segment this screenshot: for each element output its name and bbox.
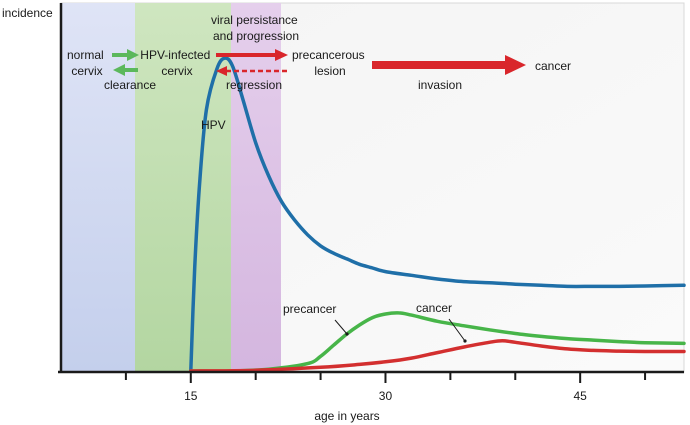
x-tick-label-15: 15 [184, 389, 198, 403]
x-axis-label: age in years [314, 409, 379, 423]
label-clearance: clearance [104, 78, 156, 92]
label-precancerous-lesion: precancerous lesion [292, 48, 368, 78]
label-precancerous-lesion-line2: lesion [314, 64, 345, 78]
y-axis-label: incidence [2, 6, 53, 20]
arrow-viral-persistence-red [216, 49, 288, 61]
label-cancer-curve: cancer [416, 301, 452, 315]
label-hpv-infected-cervix-line1: HPV-infected [140, 48, 210, 62]
x-axis-ticks: 15 30 45 [124, 372, 647, 403]
label-cancer-stage: cancer [535, 59, 571, 73]
leader-precancer [334, 319, 348, 335]
band-hpv-infected-cervix [135, 3, 231, 372]
x-tick-label-45: 45 [573, 389, 587, 403]
label-viral-persistence-line2: and progression [213, 29, 299, 43]
arrow-progression-green [112, 49, 139, 61]
label-precancer-curve: precancer [283, 302, 336, 316]
label-hpv-infected-cervix: HPV-infected cervix [140, 48, 213, 78]
label-regression: regression [226, 78, 282, 92]
arrow-regression-red-dashed [216, 66, 288, 76]
leader-cancer-dot [463, 339, 467, 343]
arrow-clearance-green [113, 64, 138, 76]
label-normal-cervix: normal cervix [67, 48, 107, 78]
label-precancerous-lesion-line1: precancerous [292, 48, 365, 62]
arrow-invasion-red [372, 55, 526, 75]
series-line-hpv [189, 56, 686, 373]
band-normal-cervix [61, 3, 135, 372]
x-tick-label-30: 30 [379, 389, 393, 403]
label-normal-cervix-line2: cervix [71, 64, 102, 78]
series-line-cancer [189, 339, 686, 373]
leader-cancer [448, 318, 466, 342]
label-viral-persistence: viral persistance and progression [211, 13, 301, 43]
label-hpv-curve: HPV [201, 118, 226, 132]
leader-precancer-dot [345, 332, 349, 336]
label-viral-persistence-line1: viral persistance [211, 13, 298, 27]
series-line-precancer [189, 311, 686, 373]
label-normal-cervix-line1: normal [67, 48, 104, 62]
label-hpv-infected-cervix-line2: cervix [161, 64, 192, 78]
label-invasion: invasion [418, 78, 462, 92]
